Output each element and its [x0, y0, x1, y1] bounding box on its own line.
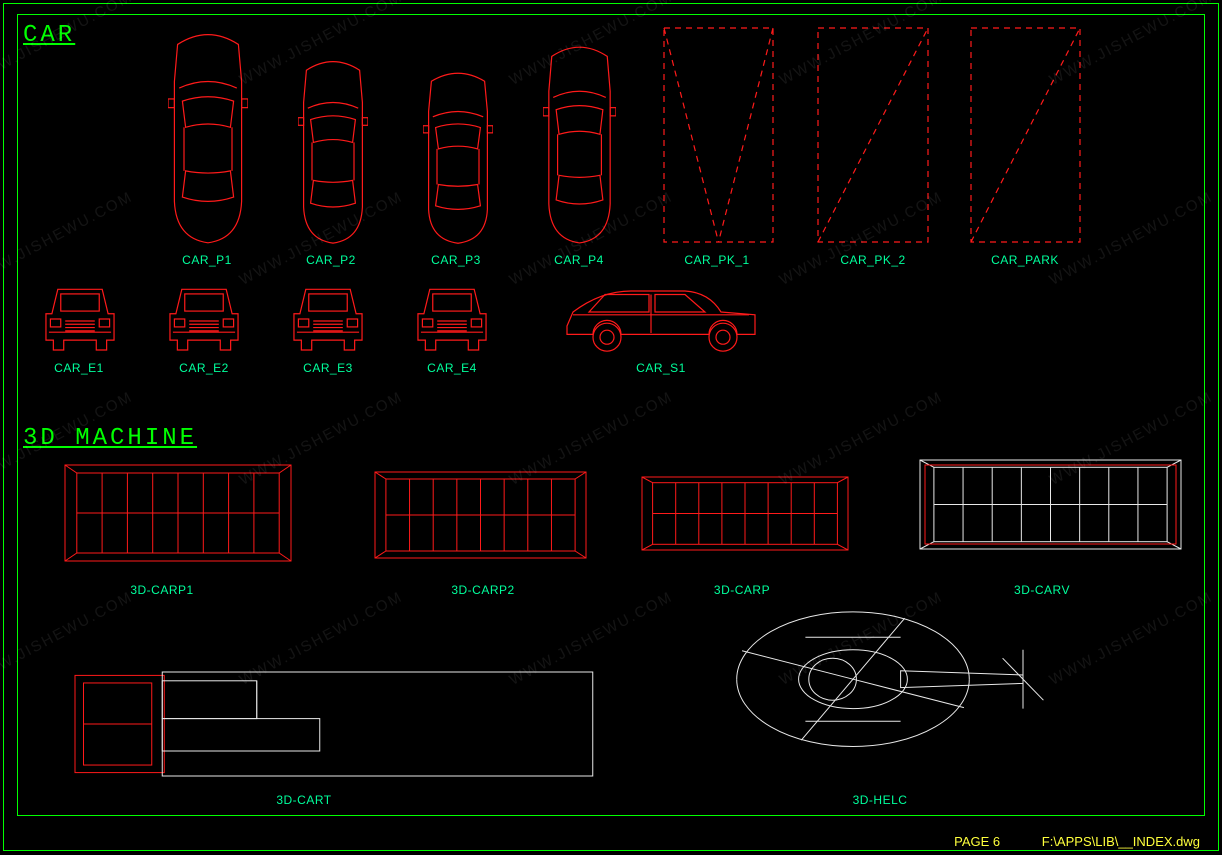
- block-label: 3D-CART: [234, 793, 374, 807]
- block-label: CAR_PARK: [955, 253, 1095, 267]
- block-label: CAR_E4: [382, 361, 522, 375]
- block-graphic: [561, 284, 761, 354]
- block-label: 3D-CARP1: [92, 583, 232, 597]
- block-label: CAR_E1: [9, 361, 149, 375]
- block-graphic: [970, 27, 1081, 243]
- block-graphic: [63, 463, 293, 563]
- block-graphic: [73, 670, 598, 778]
- block-graphic: [663, 27, 774, 243]
- block-label: CAR_P3: [386, 253, 526, 267]
- block-label: 3D-HELC: [810, 793, 950, 807]
- block-label: CAR_P2: [261, 253, 401, 267]
- block-label: CAR_E2: [134, 361, 274, 375]
- footer: PAGE 6 F:\APPS\LIB\__INDEX.dwg: [954, 834, 1200, 849]
- section-title-car: CAR: [23, 22, 75, 49]
- block-label: 3D-CARP2: [413, 583, 553, 597]
- footer-page: PAGE 6: [954, 834, 1000, 849]
- block-graphic: [817, 27, 929, 243]
- block-label: CAR_P4: [509, 253, 649, 267]
- block-graphic: [640, 475, 850, 552]
- block-graphic: [168, 27, 248, 245]
- block-graphic: [298, 55, 368, 245]
- section-title-3d: 3D MACHINE: [23, 425, 197, 452]
- block-graphic: [415, 286, 489, 352]
- block-graphic: [167, 286, 241, 352]
- footer-path: F:\APPS\LIB\__INDEX.dwg: [1042, 834, 1200, 849]
- block-label: CAR_PK_1: [647, 253, 787, 267]
- block-label: CAR_S1: [591, 361, 731, 375]
- block-label: CAR_E3: [258, 361, 398, 375]
- block-graphic: [373, 470, 588, 560]
- block-graphic: [43, 286, 117, 352]
- block-graphic: [291, 286, 365, 352]
- block-graphic: [423, 67, 493, 245]
- block-label: CAR_P1: [137, 253, 277, 267]
- cad-library-page: CAR 3D MACHINE CAR_P1CAR_P2CAR_P3CAR_P4 …: [0, 0, 1222, 855]
- block-graphic: [543, 40, 616, 245]
- block-label: CAR_PK_2: [803, 253, 943, 267]
- block-graphic: [717, 570, 1057, 780]
- block-graphic: [924, 464, 1177, 545]
